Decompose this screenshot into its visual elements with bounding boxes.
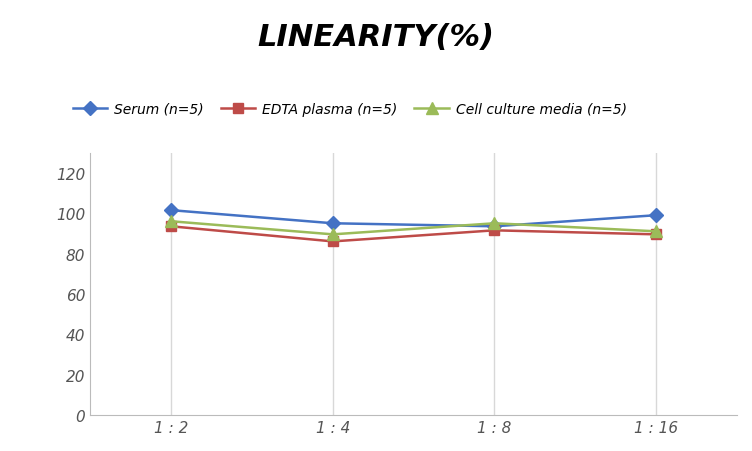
Cell culture media (n=5): [651, 229, 660, 235]
Cell culture media (n=5): [328, 232, 337, 238]
Line: EDTA plasma (n=5): EDTA plasma (n=5): [166, 222, 661, 247]
Legend: Serum (n=5), EDTA plasma (n=5), Cell culture media (n=5): Serum (n=5), EDTA plasma (n=5), Cell cul…: [67, 97, 632, 122]
Cell culture media (n=5): [166, 219, 175, 225]
Line: Serum (n=5): Serum (n=5): [166, 206, 661, 232]
Text: LINEARITY(%): LINEARITY(%): [257, 23, 495, 51]
Cell culture media (n=5): [490, 221, 499, 226]
EDTA plasma (n=5): [651, 232, 660, 238]
Serum (n=5): [651, 213, 660, 218]
Serum (n=5): [166, 208, 175, 213]
EDTA plasma (n=5): [328, 239, 337, 244]
Serum (n=5): [328, 221, 337, 226]
EDTA plasma (n=5): [490, 228, 499, 234]
EDTA plasma (n=5): [166, 224, 175, 230]
Serum (n=5): [490, 224, 499, 230]
Line: Cell culture media (n=5): Cell culture media (n=5): [165, 216, 662, 240]
